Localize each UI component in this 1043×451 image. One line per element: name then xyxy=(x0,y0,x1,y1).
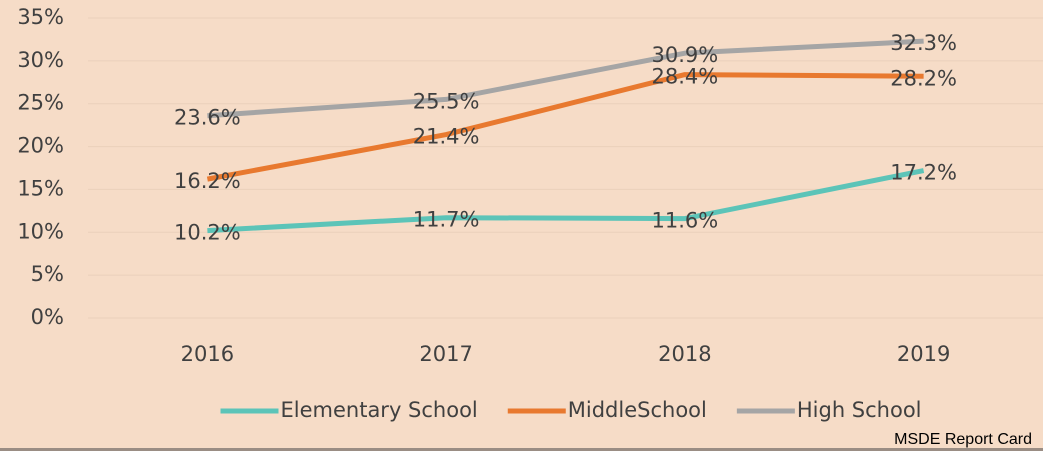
y-tick-label: 5% xyxy=(31,262,64,286)
series-line xyxy=(207,168,925,234)
data-label: 25.5% xyxy=(413,89,480,113)
x-tick-label: 2018 xyxy=(658,342,711,366)
data-label: 23.6% xyxy=(174,106,241,130)
data-label: 28.2% xyxy=(890,66,957,90)
y-tick-label: 20% xyxy=(17,134,64,158)
x-tick-label: 2019 xyxy=(897,342,950,366)
data-label: 21.4% xyxy=(413,125,480,149)
series-line xyxy=(207,38,924,119)
data-label: 11.7% xyxy=(413,208,480,232)
data-label: 16.2% xyxy=(174,169,241,193)
legend-label: MiddleSchool xyxy=(568,398,707,422)
data-label: 32.3% xyxy=(890,31,957,55)
bottom-border xyxy=(0,448,1043,451)
y-tick-label: 25% xyxy=(17,91,64,115)
data-label: 10.2% xyxy=(174,221,241,245)
data-label: 30.9% xyxy=(652,43,719,67)
y-tick-label: 30% xyxy=(17,48,64,72)
y-tick-label: 35% xyxy=(17,5,64,29)
legend-label: High School xyxy=(797,398,922,422)
x-tick-label: 2016 xyxy=(181,342,234,366)
data-label: 17.2% xyxy=(890,161,957,185)
source: MSDE Report Card xyxy=(894,431,1032,448)
legend-label: Elementary School xyxy=(281,398,478,422)
data-label: 28.4% xyxy=(652,65,719,89)
y-tick-label: 10% xyxy=(17,219,64,243)
y-tick-label: 0% xyxy=(31,305,64,329)
data-label: 11.6% xyxy=(652,209,719,233)
y-tick-label: 15% xyxy=(17,176,64,200)
series-line xyxy=(206,72,924,182)
x-tick-label: 2017 xyxy=(419,342,472,366)
